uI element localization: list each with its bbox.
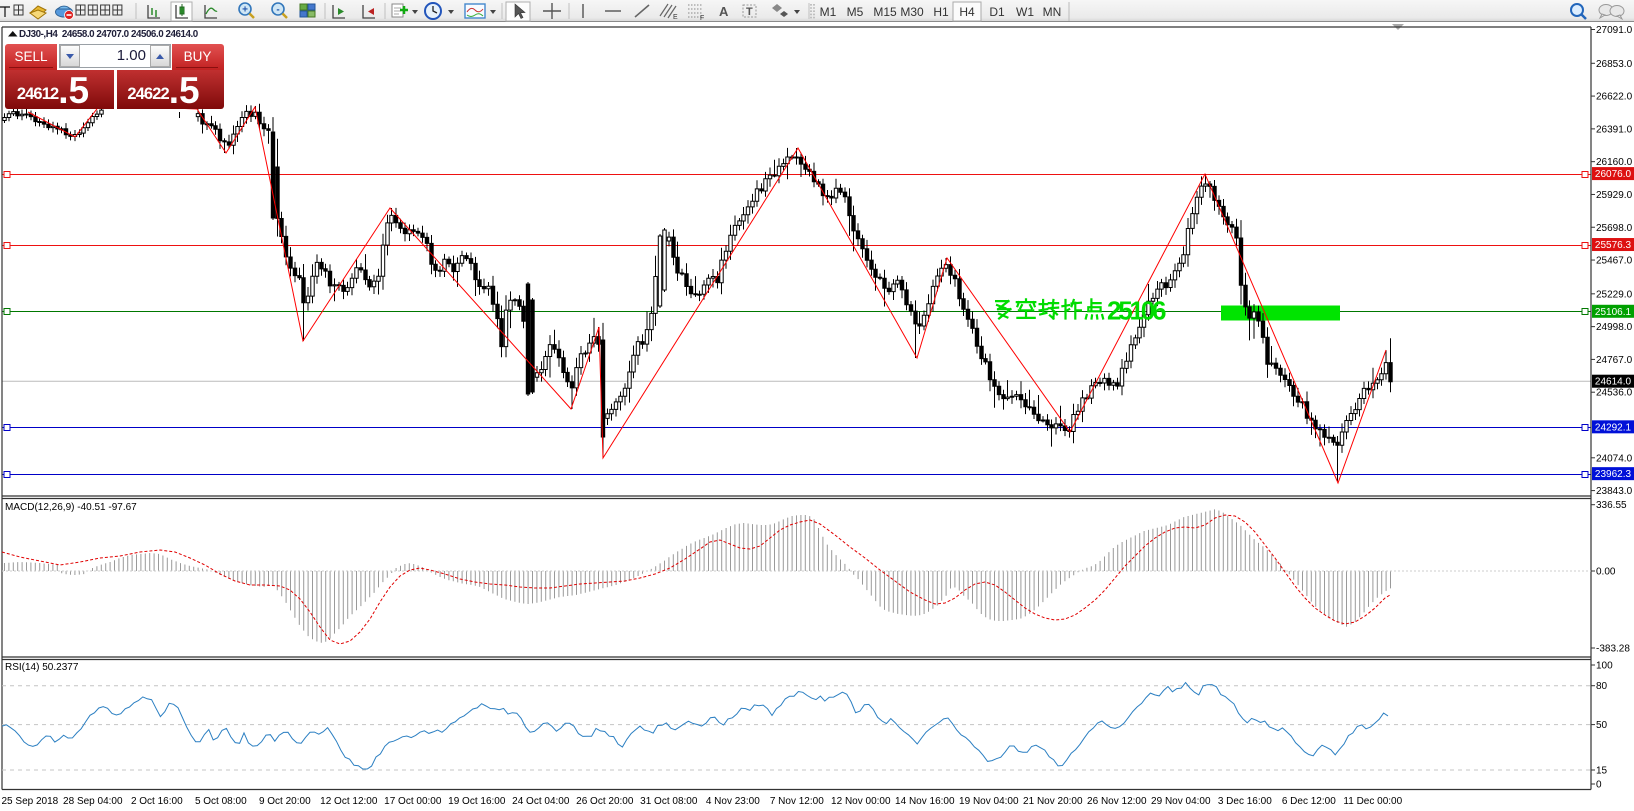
svg-text:11 Dec 00:00: 11 Dec 00:00 xyxy=(1343,796,1402,807)
svg-text:24 Oct 04:00: 24 Oct 04:00 xyxy=(512,796,570,807)
svg-text:6 Dec 12:00: 6 Dec 12:00 xyxy=(1282,796,1336,807)
svg-text:21 Nov 20:00: 21 Nov 20:00 xyxy=(1023,796,1083,807)
svg-text:26391.0: 26391.0 xyxy=(1596,124,1633,135)
svg-text:M30: M30 xyxy=(900,5,924,19)
svg-text:26853.0: 26853.0 xyxy=(1596,59,1633,70)
svg-text:25 Sep 2018: 25 Sep 2018 xyxy=(2,796,59,807)
svg-text:50: 50 xyxy=(1596,720,1608,731)
svg-text:23962.3: 23962.3 xyxy=(1595,469,1632,480)
svg-text:19 Nov 04:00: 19 Nov 04:00 xyxy=(959,796,1019,807)
svg-text:-383.28: -383.28 xyxy=(1596,644,1630,655)
svg-text:26622.0: 26622.0 xyxy=(1596,92,1633,103)
svg-text:19 Oct 16:00: 19 Oct 16:00 xyxy=(448,796,506,807)
svg-text:25576.3: 25576.3 xyxy=(1595,240,1632,251)
svg-text:0.00: 0.00 xyxy=(1596,567,1616,578)
svg-text:25106: 25106 xyxy=(1107,296,1166,326)
svg-text:17 Oct 00:00: 17 Oct 00:00 xyxy=(384,796,442,807)
svg-text:4 Nov 23:00: 4 Nov 23:00 xyxy=(706,796,760,807)
svg-text:T: T xyxy=(746,6,753,18)
svg-text:24074.0: 24074.0 xyxy=(1596,453,1633,464)
svg-text:25106.1: 25106.1 xyxy=(1595,307,1632,318)
svg-text:29 Nov 04:00: 29 Nov 04:00 xyxy=(1151,796,1211,807)
svg-text:15: 15 xyxy=(1596,766,1608,777)
svg-text:H4: H4 xyxy=(959,5,975,19)
svg-text:RSI(14) 50.2377: RSI(14) 50.2377 xyxy=(5,662,79,673)
svg-text:26 Oct 20:00: 26 Oct 20:00 xyxy=(576,796,634,807)
svg-text:5 Oct 08:00: 5 Oct 08:00 xyxy=(195,796,247,807)
svg-text:12 Nov 00:00: 12 Nov 00:00 xyxy=(831,796,891,807)
svg-text:26076.0: 26076.0 xyxy=(1595,169,1632,180)
svg-text:25698.0: 25698.0 xyxy=(1596,223,1633,234)
svg-text:E: E xyxy=(673,14,678,21)
svg-text:M1: M1 xyxy=(820,5,837,19)
svg-text:2 Oct 16:00: 2 Oct 16:00 xyxy=(131,796,183,807)
svg-text:27091.0: 27091.0 xyxy=(1596,25,1633,36)
svg-text:A: A xyxy=(719,4,729,19)
svg-text:24614.0: 24614.0 xyxy=(1595,377,1632,388)
svg-text:336.55: 336.55 xyxy=(1596,500,1627,511)
svg-text:14 Nov 16:00: 14 Nov 16:00 xyxy=(895,796,955,807)
svg-text:24767.0: 24767.0 xyxy=(1596,355,1633,366)
svg-text:28 Sep 04:00: 28 Sep 04:00 xyxy=(63,796,123,807)
svg-text:100: 100 xyxy=(1596,661,1613,672)
svg-text:H1: H1 xyxy=(933,5,949,19)
svg-text:MACD(12,26,9) -40.51 -97.67: MACD(12,26,9) -40.51 -97.67 xyxy=(5,502,137,513)
svg-text:31 Oct 08:00: 31 Oct 08:00 xyxy=(640,796,698,807)
svg-text:D1: D1 xyxy=(989,5,1005,19)
svg-text:W1: W1 xyxy=(1016,5,1034,19)
svg-text:80: 80 xyxy=(1596,681,1608,692)
svg-text:12 Oct 12:00: 12 Oct 12:00 xyxy=(320,796,378,807)
svg-text:M15: M15 xyxy=(873,5,897,19)
svg-text:0: 0 xyxy=(1596,780,1602,791)
svg-text:7 Nov 12:00: 7 Nov 12:00 xyxy=(770,796,824,807)
svg-text:23843.0: 23843.0 xyxy=(1596,486,1633,497)
svg-text:F: F xyxy=(700,15,704,22)
svg-text:26 Nov 12:00: 26 Nov 12:00 xyxy=(1087,796,1147,807)
svg-text:+: + xyxy=(242,5,248,16)
svg-text:9 Oct 20:00: 9 Oct 20:00 xyxy=(259,796,311,807)
svg-text:M5: M5 xyxy=(847,5,864,19)
svg-text:24292.1: 24292.1 xyxy=(1595,422,1632,433)
svg-text:26160.0: 26160.0 xyxy=(1596,157,1633,168)
svg-text:25929.0: 25929.0 xyxy=(1596,190,1633,201)
svg-text:-: - xyxy=(276,5,279,16)
svg-text:24998.0: 24998.0 xyxy=(1596,322,1633,333)
svg-text:25229.0: 25229.0 xyxy=(1596,289,1633,300)
svg-text:3 Dec 16:00: 3 Dec 16:00 xyxy=(1218,796,1272,807)
svg-text:24536.0: 24536.0 xyxy=(1596,388,1633,399)
svg-text:MN: MN xyxy=(1043,5,1062,19)
svg-text:25467.0: 25467.0 xyxy=(1596,256,1633,267)
